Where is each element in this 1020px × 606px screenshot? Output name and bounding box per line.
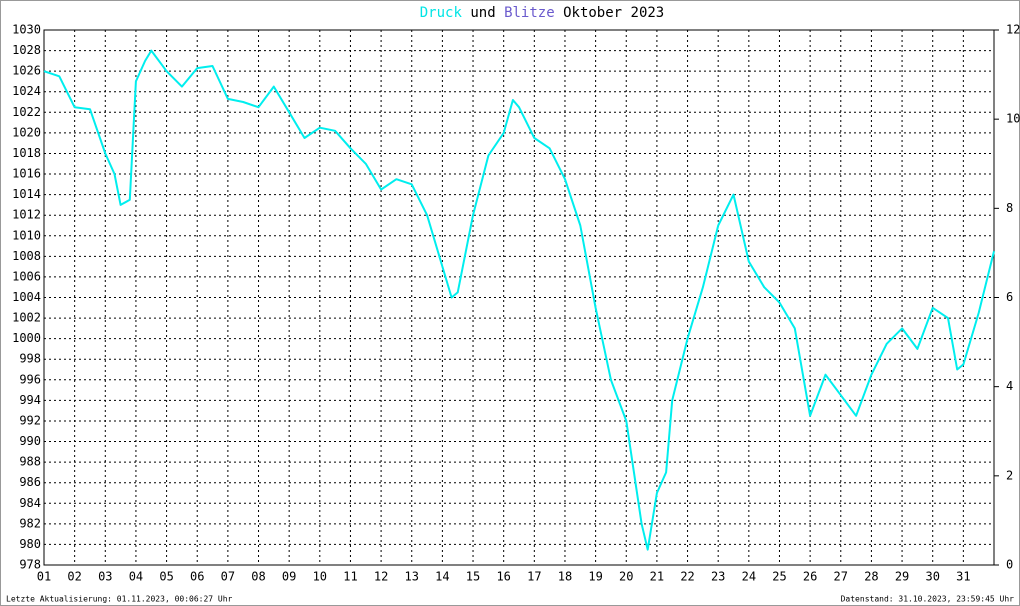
x-tick-label: 11: [343, 570, 357, 584]
y-tick-label: 978: [19, 558, 41, 572]
footer-right: Datenstand: 31.10.2023, 23:59:45 Uhr: [841, 595, 1015, 604]
x-tick-label: 12: [374, 570, 388, 584]
y-tick-label: 996: [19, 372, 41, 386]
title-segment: Blitze: [504, 5, 555, 21]
y-tick-label: 1010: [12, 228, 41, 242]
y2-tick-label: 4: [1006, 379, 1013, 393]
x-tick-label: 10: [313, 570, 327, 584]
x-tick-label: 03: [98, 570, 112, 584]
x-tick-label: 02: [67, 570, 81, 584]
y-tick-label: 1022: [12, 105, 41, 119]
y-tick-label: 982: [19, 516, 41, 530]
x-tick-label: 04: [129, 570, 143, 584]
y-tick-label: 1016: [12, 167, 41, 181]
x-tick-label: 20: [619, 570, 633, 584]
y-tick-label: 980: [19, 537, 41, 551]
x-tick-label: 31: [956, 570, 970, 584]
x-tick-label: 23: [711, 570, 725, 584]
x-tick-label: 21: [650, 570, 664, 584]
x-tick-label: 27: [834, 570, 848, 584]
y-tick-label: 1014: [12, 187, 41, 201]
y-tick-label: 1002: [12, 311, 41, 325]
y-tick-label: 1000: [12, 331, 41, 345]
y-tick-label: 1030: [12, 23, 41, 37]
y-tick-label: 986: [19, 475, 41, 489]
x-tick-label: 09: [282, 570, 296, 584]
x-tick-label: 25: [772, 570, 786, 584]
y2-tick-label: 10: [1006, 112, 1020, 126]
chart-title: Druck und Blitze Oktober 2023: [420, 5, 665, 21]
x-tick-label: 18: [558, 570, 572, 584]
y2-tick-label: 8: [1006, 201, 1013, 215]
x-tick-label: 13: [405, 570, 419, 584]
y-tick-label: 1004: [12, 290, 41, 304]
y-tick-label: 1024: [12, 84, 41, 98]
y-tick-label: 990: [19, 434, 41, 448]
x-tick-label: 24: [742, 570, 756, 584]
plot-area: [43, 29, 995, 566]
x-tick-label: 14: [435, 570, 449, 584]
x-tick-label: 28: [864, 570, 878, 584]
x-tick-label: 08: [251, 570, 265, 584]
title-segment: Druck: [420, 5, 463, 21]
x-tick-label: 15: [466, 570, 480, 584]
x-tick-label: 05: [159, 570, 173, 584]
y-tick-label: 1012: [12, 208, 41, 222]
y-tick-label: 984: [19, 496, 41, 510]
x-tick-label: 07: [221, 570, 235, 584]
x-tick-label: 17: [527, 570, 541, 584]
x-tick-label: 26: [803, 570, 817, 584]
footer-left: Letzte Aktualisierung: 01.11.2023, 00:06…: [6, 595, 233, 604]
y-tick-label: 1006: [12, 269, 41, 283]
x-tick-label: 06: [190, 570, 204, 584]
y-tick-label: 988: [19, 455, 41, 469]
title-segment: Oktober 2023: [563, 5, 664, 21]
y-tick-label: 994: [19, 393, 41, 407]
pressure-line: [43, 49, 995, 551]
y-tick-label: 998: [19, 352, 41, 366]
x-tick-label: 01: [37, 570, 51, 584]
y-tick-label: 1026: [12, 64, 41, 78]
y-tick-label: 1028: [12, 43, 41, 57]
title-segment: und: [470, 5, 495, 21]
y2-tick-label: 2: [1006, 468, 1013, 482]
x-tick-label: 29: [895, 570, 909, 584]
x-tick-label: 16: [496, 570, 510, 584]
y2-tick-label: 12: [1006, 23, 1020, 37]
y-tick-label: 992: [19, 413, 41, 427]
y2-tick-label: 6: [1006, 290, 1013, 304]
y-tick-label: 1008: [12, 249, 41, 263]
x-tick-label: 22: [680, 570, 694, 584]
y2-tick-label: 0: [1006, 558, 1013, 572]
y-tick-label: 1018: [12, 146, 41, 160]
x-tick-label: 19: [588, 570, 602, 584]
y-tick-label: 1020: [12, 125, 41, 139]
x-tick-label: 30: [925, 570, 939, 584]
